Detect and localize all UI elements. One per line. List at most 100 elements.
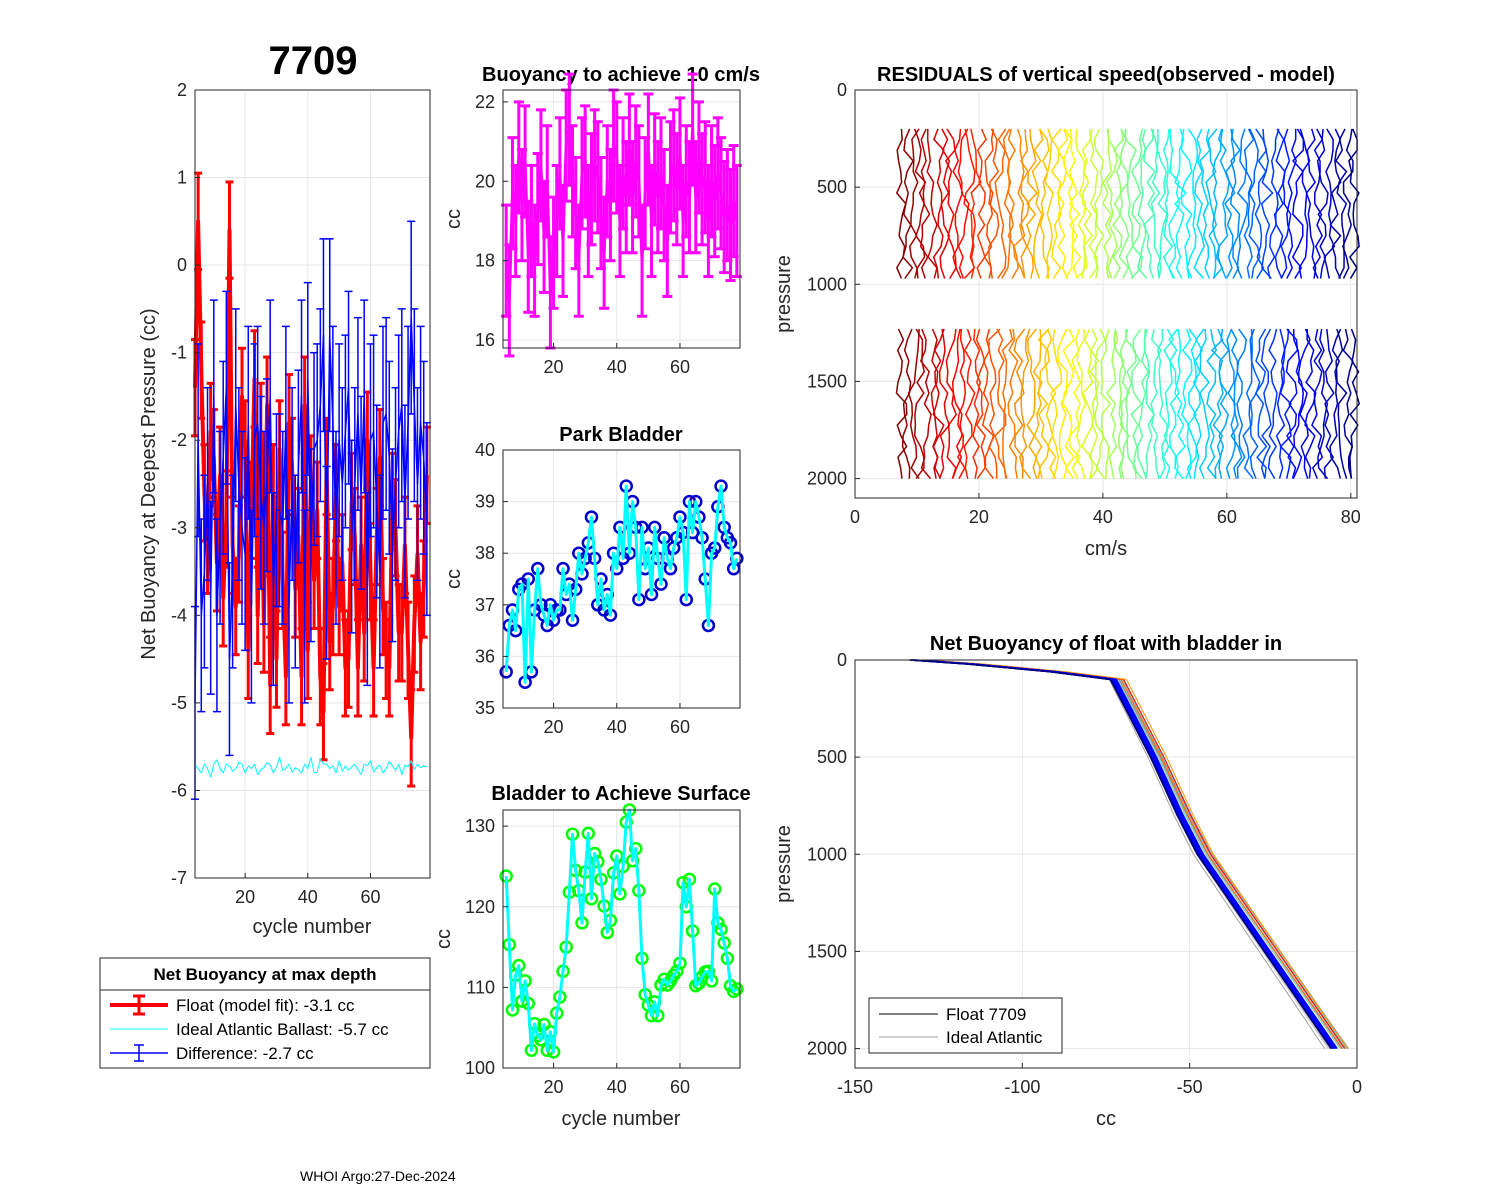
park-series-line xyxy=(504,484,739,684)
residual-profile-line xyxy=(1329,128,1342,279)
netbuoy-xlabel: cc xyxy=(1096,1108,1116,1130)
park-axes-box xyxy=(502,449,741,709)
net-ytick-label: 1500 xyxy=(807,941,847,961)
residual-profile-line xyxy=(1193,128,1205,279)
residual-profile-line xyxy=(1007,128,1019,279)
residual-profile-line xyxy=(1130,128,1144,279)
float-profile-line xyxy=(909,659,1332,1050)
residual-profile-line xyxy=(1335,328,1348,479)
surface-xtick-label: 20 xyxy=(544,1077,564,1097)
main-ytick-label: 2 xyxy=(177,80,187,100)
surface-xtick-label: 60 xyxy=(670,1077,690,1097)
residual-profile-line xyxy=(1001,328,1014,479)
res-xtick-label: 40 xyxy=(1093,507,1113,527)
residuals-panel: RESIDUALS of vertical speed(observed - m… xyxy=(773,64,1361,560)
residual-profile-line xyxy=(1279,328,1292,479)
park-ytick-label: 35 xyxy=(475,698,495,718)
residual-profile-line xyxy=(1031,128,1044,279)
residual-profile-line xyxy=(1156,128,1168,279)
res-ytick-label: 2000 xyxy=(807,469,847,489)
residual-profile-line xyxy=(1019,328,1032,480)
park-panel: Park Bladder 20 40 60 35 36 37 38 39 40 cc xyxy=(443,424,744,737)
netbuoy-legend: Float 7709 Ideal Atlantic xyxy=(868,997,1063,1054)
residual-profile-line xyxy=(963,328,976,479)
residual-profile-line xyxy=(1291,128,1305,279)
main-ytick-label: 1 xyxy=(177,168,187,188)
residual-profile-line xyxy=(972,328,981,479)
residual-profile-line xyxy=(952,128,964,279)
residual-profile-line xyxy=(1206,328,1218,480)
residual-profile-line xyxy=(1199,128,1211,279)
net-xtick-label: -150 xyxy=(837,1077,873,1097)
residual-profile-line xyxy=(994,328,1007,479)
buoy10-panel: Buoyancy to achieve 10 cm/s 20 40 60 16 18 20… xyxy=(443,64,760,377)
legend-idealatlantic-label: Ideal Atlantic xyxy=(946,1028,1043,1047)
residual-profile-line xyxy=(1260,328,1272,479)
main-ytick-label: -4 xyxy=(171,605,187,625)
buoy10-axes-box xyxy=(502,89,741,349)
buoy10-xtick-label: 40 xyxy=(607,357,627,377)
surface-axes-box xyxy=(502,809,741,1069)
main-ytick-label: -7 xyxy=(171,868,187,888)
residual-profile-line xyxy=(1150,328,1162,479)
residual-profile-line xyxy=(1285,328,1299,479)
residual-profile-line xyxy=(1243,128,1255,279)
park-xtick-label: 20 xyxy=(544,717,564,737)
buoy10-xtick-label: 20 xyxy=(544,357,564,377)
residual-profile-line xyxy=(951,328,963,479)
main-title: 7709 xyxy=(269,39,358,83)
res-ytick-label: 1500 xyxy=(807,371,847,391)
residual-profile-line xyxy=(1286,128,1298,279)
residual-profile-line xyxy=(1143,328,1155,479)
res-xtick-label: 80 xyxy=(1341,507,1361,527)
park-xtick-label: 60 xyxy=(670,717,690,737)
net-ytick-label: 2000 xyxy=(807,1039,847,1059)
residual-profile-line xyxy=(1001,128,1012,279)
residual-profile-line xyxy=(1025,128,1038,279)
residual-profile-line xyxy=(1062,128,1075,279)
surface-marker xyxy=(692,976,706,991)
res-ytick-label: 500 xyxy=(817,177,847,197)
residual-profile-line xyxy=(932,328,945,479)
residual-profile-line xyxy=(1026,328,1038,479)
residual-profile-line xyxy=(1242,328,1254,480)
residuals-title: RESIDUALS of vertical speed(observed - m… xyxy=(877,64,1335,86)
residual-profile-line xyxy=(1068,128,1082,279)
residual-profile-line xyxy=(1093,128,1105,279)
residual-profile-line xyxy=(1275,328,1286,479)
footer-stamp: WHOI Argo:27-Dec-2024 xyxy=(300,1168,456,1184)
main-ytick-label: -1 xyxy=(171,343,187,363)
main-xlabel: cycle number xyxy=(253,916,372,938)
residual-profile-line xyxy=(1229,128,1241,279)
residual-profile-line xyxy=(1162,328,1175,479)
buoy10-ytick-label: 20 xyxy=(475,171,495,191)
residual-profile-line xyxy=(1348,128,1360,279)
residual-profile-line xyxy=(1236,328,1248,479)
residual-profile-line xyxy=(901,328,913,479)
residual-profile-line xyxy=(1074,329,1087,479)
residual-profile-line xyxy=(1273,128,1286,279)
residual-profile-line xyxy=(957,328,967,479)
residual-profile-line xyxy=(1069,328,1082,479)
residual-profile-line xyxy=(988,128,1000,279)
residual-profile-line xyxy=(1205,128,1218,279)
surface-xtick-label: 40 xyxy=(607,1077,627,1097)
residual-profile-line xyxy=(913,328,925,480)
residual-profile-line xyxy=(902,128,915,279)
residual-profile-line xyxy=(1248,328,1261,479)
residual-profile-line xyxy=(926,128,938,279)
residual-profile-line xyxy=(919,128,931,279)
residual-profile-line xyxy=(1342,328,1354,479)
residual-profile-line xyxy=(1050,328,1063,479)
legend-diff-marker xyxy=(110,1044,168,1062)
legend-diff-label: Difference: -2.7 cc xyxy=(176,1044,314,1063)
ideal-series-line xyxy=(194,756,428,778)
residual-profile-line xyxy=(1118,128,1130,279)
residual-profile-line xyxy=(1032,328,1043,479)
main-xtick-label: 40 xyxy=(298,887,318,907)
buoy10-ylabel: cc xyxy=(443,209,465,229)
buoy10-series-line xyxy=(504,128,739,302)
park-ytick-label: 40 xyxy=(475,440,495,460)
residual-profile-line xyxy=(1044,128,1055,279)
residual-profile-line xyxy=(1156,328,1169,479)
